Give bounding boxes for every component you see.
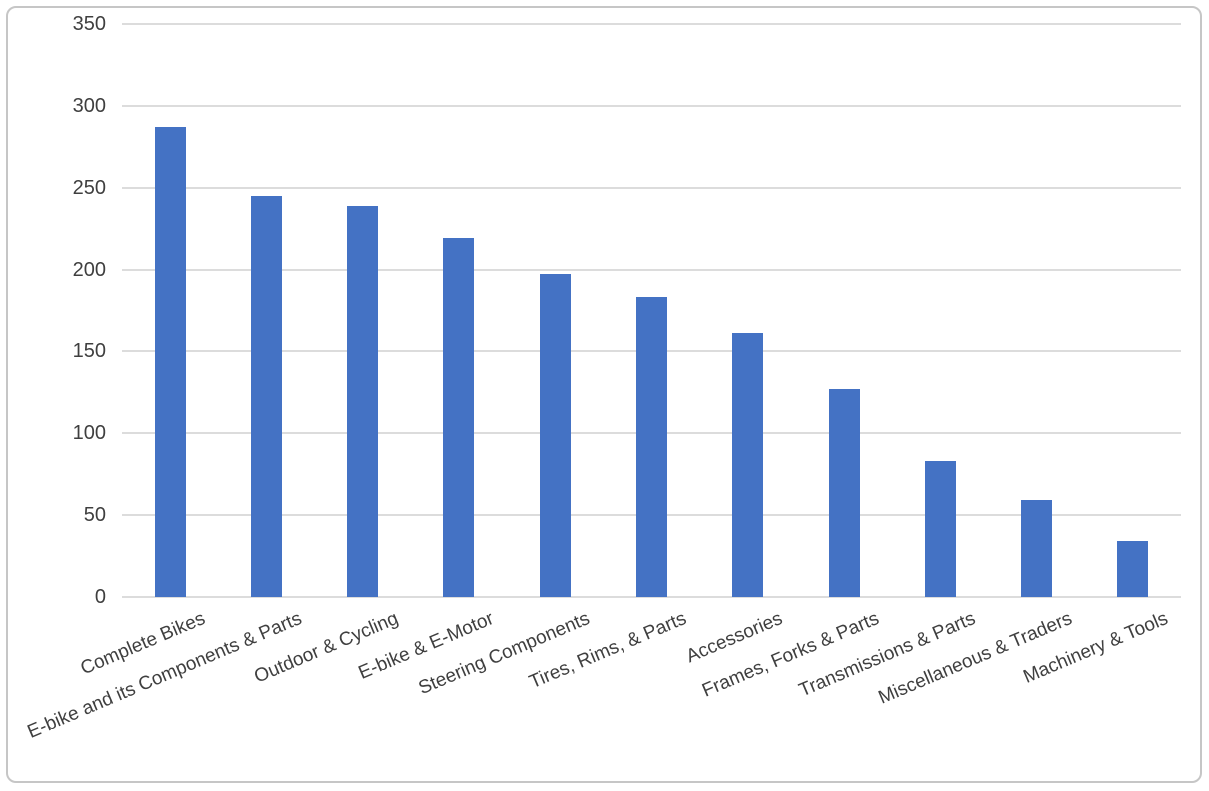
y-axis-tick-label: 150: [72, 340, 106, 363]
bar: [443, 238, 475, 597]
y-axis-tick-label: 50: [83, 504, 106, 527]
bar: [539, 274, 571, 597]
y-axis-tick-label: 250: [72, 176, 106, 199]
bar: [828, 389, 860, 597]
y-axis-tick-label: 200: [72, 258, 106, 281]
y-axis-tick-label: 300: [72, 94, 106, 117]
gridline: [122, 596, 1181, 598]
bar: [347, 205, 379, 597]
bar: [250, 195, 282, 597]
x-axis-category-label: Steering Components: [416, 608, 594, 700]
chart-frame: [6, 6, 1202, 783]
gridline: [122, 186, 1181, 189]
bar: [924, 461, 956, 597]
gridline: [122, 23, 1181, 25]
gridline: [122, 268, 1181, 271]
x-axis-category-label: Frames, Forks & Parts: [699, 608, 883, 702]
bar: [1117, 541, 1149, 597]
y-axis-tick-label: 0: [94, 586, 106, 608]
bar: [154, 127, 186, 597]
bar: [732, 333, 764, 597]
bar: [1021, 500, 1053, 597]
bar: [636, 297, 667, 597]
y-axis-tick-label: 100: [72, 422, 106, 445]
gridline: [122, 104, 1181, 107]
y-axis-tick-label: 350: [72, 13, 106, 35]
